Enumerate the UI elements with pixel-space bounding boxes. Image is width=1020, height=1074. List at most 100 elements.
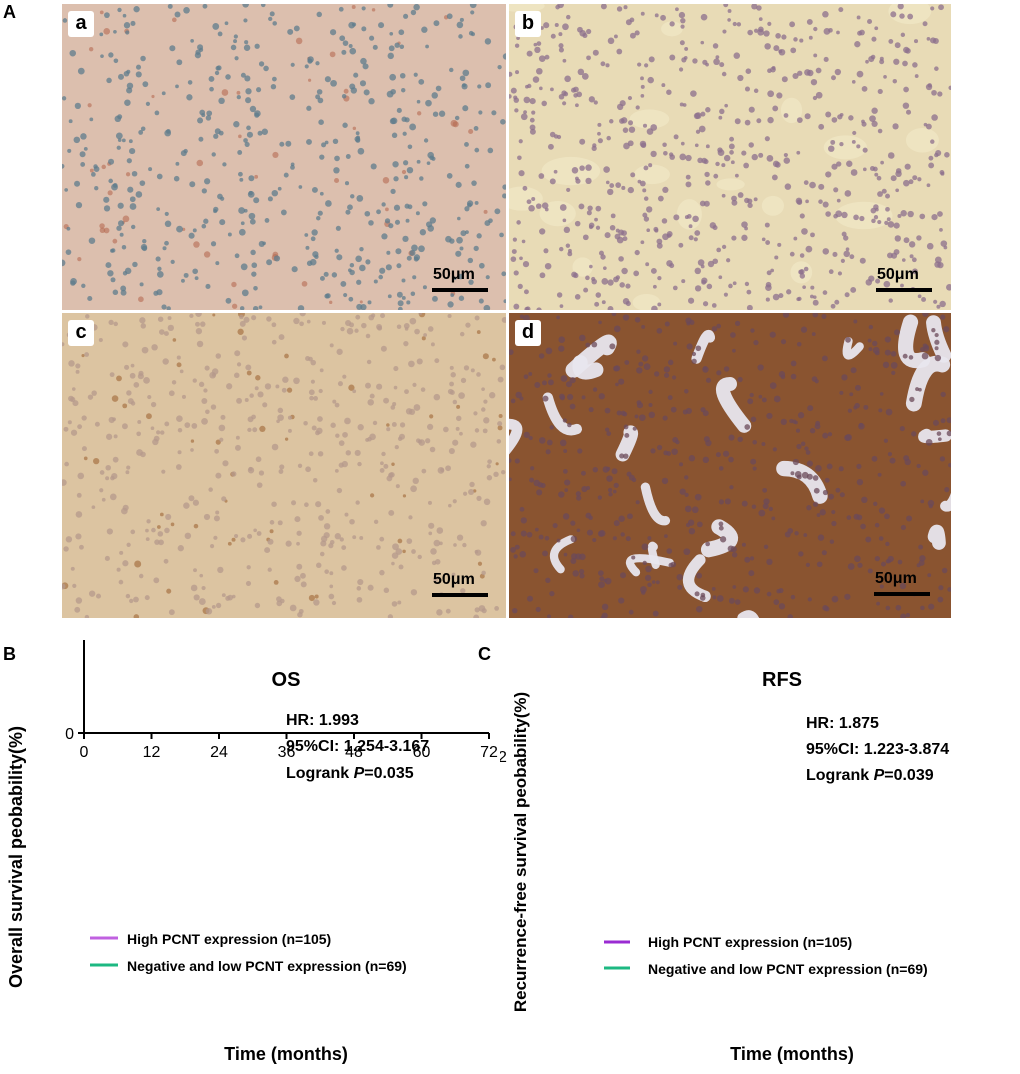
cell-nucleus	[530, 466, 535, 471]
cell-nucleus	[385, 264, 392, 271]
cell-nucleus	[865, 536, 872, 543]
cell-nucleus	[476, 495, 482, 501]
cell-nucleus	[240, 537, 246, 543]
cell-nucleus	[457, 273, 464, 280]
cell-nucleus	[856, 144, 861, 149]
cell-nucleus	[392, 402, 397, 407]
cell-nucleus	[793, 37, 798, 42]
cell-nucleus	[815, 420, 821, 426]
cell-nucleus	[88, 590, 96, 597]
cell-nucleus	[509, 94, 512, 99]
cell-nucleus	[919, 213, 926, 220]
cell-nucleus	[601, 278, 609, 285]
cell-nucleus	[234, 444, 241, 451]
cell-nucleus	[572, 570, 579, 577]
cell-nucleus	[461, 83, 468, 90]
cell-nucleus	[589, 264, 593, 269]
cell-nucleus	[220, 414, 226, 420]
cell-nucleus	[613, 34, 618, 39]
cell-nucleus	[801, 471, 809, 479]
cell-nucleus	[696, 521, 703, 528]
cell-nucleus	[268, 16, 273, 22]
cell-nucleus	[483, 417, 490, 424]
cell-nucleus	[592, 467, 599, 473]
stroma-strand	[509, 418, 523, 455]
cell-nucleus	[862, 147, 868, 153]
tissue-granule	[343, 88, 349, 94]
cell-nucleus	[473, 245, 479, 252]
cell-nucleus	[911, 257, 917, 263]
cell-nucleus	[74, 180, 81, 187]
cell-nucleus	[592, 538, 597, 543]
tissue-granule	[255, 375, 261, 381]
cell-nucleus	[529, 124, 536, 131]
cell-nucleus	[730, 332, 736, 338]
cell-nucleus	[837, 271, 843, 276]
cell-nucleus	[204, 365, 210, 371]
cell-nucleus	[401, 296, 406, 300]
cell-nucleus	[194, 276, 199, 281]
cell-nucleus	[642, 355, 649, 362]
tissue-granule	[227, 541, 232, 546]
cell-nucleus	[737, 376, 743, 383]
cell-nucleus	[263, 65, 269, 72]
micrograph-label-c: c	[68, 320, 94, 346]
cell-nucleus	[233, 121, 240, 128]
cell-nucleus	[203, 513, 211, 521]
scale-bar-b	[876, 288, 932, 292]
tissue-granule	[111, 395, 119, 402]
tissue-space	[539, 200, 576, 227]
cell-nucleus	[136, 431, 142, 437]
cell-nucleus	[556, 292, 563, 298]
cell-nucleus	[247, 533, 253, 539]
cell-nucleus	[663, 366, 671, 373]
cell-nucleus	[144, 595, 150, 601]
tissue-space	[761, 195, 785, 216]
cell-nucleus	[164, 240, 169, 246]
cell-nucleus	[797, 70, 803, 76]
cell-nucleus	[519, 314, 525, 319]
tissue-granule	[171, 17, 177, 23]
cell-nucleus	[355, 131, 360, 136]
cell-nucleus	[296, 530, 302, 536]
cell-nucleus	[449, 67, 454, 73]
cell-nucleus	[109, 372, 115, 378]
cell-nucleus	[309, 258, 317, 266]
cell-nucleus	[529, 97, 536, 105]
cell-nucleus	[948, 463, 951, 468]
cell-nucleus	[192, 268, 198, 275]
cell-nucleus	[582, 32, 588, 39]
cell-nucleus	[167, 324, 175, 332]
cell-nucleus	[211, 604, 216, 609]
cell-nucleus	[481, 570, 486, 576]
cell-nucleus	[347, 204, 353, 211]
cell-nucleus	[336, 348, 343, 355]
cell-nucleus	[136, 449, 143, 456]
cell-nucleus	[361, 26, 367, 32]
cell-nucleus	[70, 280, 76, 286]
cell-nucleus	[695, 345, 702, 352]
cell-nucleus	[380, 313, 386, 319]
cell-nucleus	[104, 555, 110, 562]
cell-nucleus	[129, 196, 136, 203]
cell-nucleus	[122, 341, 129, 348]
cell-nucleus	[422, 285, 427, 290]
tissue-granule	[483, 209, 488, 214]
tissue-granule	[259, 425, 266, 433]
cell-nucleus	[361, 322, 367, 329]
cell-nucleus	[510, 398, 516, 404]
cell-nucleus	[266, 259, 273, 266]
cell-nucleus	[809, 428, 816, 434]
cell-nucleus	[332, 138, 339, 145]
cell-nucleus	[474, 549, 482, 556]
cell-nucleus	[931, 89, 937, 96]
cell-nucleus	[718, 499, 725, 505]
cell-nucleus	[758, 152, 764, 158]
cell-nucleus	[766, 270, 772, 276]
cell-nucleus	[574, 220, 581, 227]
cell-nucleus	[217, 31, 223, 37]
cell-nucleus	[468, 488, 475, 496]
cell-nucleus	[918, 544, 924, 550]
cell-nucleus	[713, 58, 720, 66]
cell-nucleus	[199, 573, 204, 578]
